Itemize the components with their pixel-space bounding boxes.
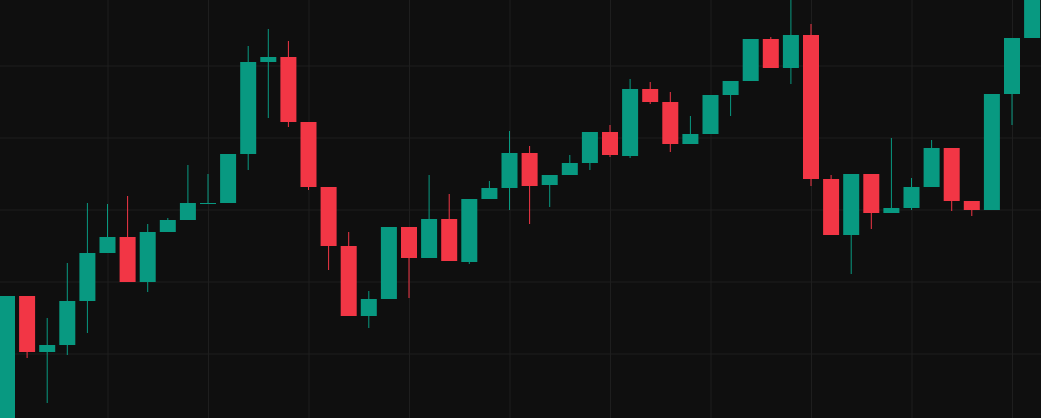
candle-body bbox=[159, 220, 176, 232]
candle-body bbox=[0, 296, 15, 418]
candle-body bbox=[179, 203, 196, 220]
candle-body bbox=[963, 201, 980, 210]
candle-body bbox=[139, 232, 156, 282]
candle-body bbox=[320, 187, 337, 246]
candle-body bbox=[782, 35, 799, 68]
candle-body bbox=[702, 95, 719, 134]
candle-body bbox=[260, 57, 277, 62]
candle-body bbox=[380, 227, 397, 299]
candle-body bbox=[360, 299, 377, 316]
candle-body bbox=[762, 39, 779, 68]
candle-body bbox=[883, 208, 900, 213]
candle-body bbox=[581, 132, 598, 163]
candle-body bbox=[300, 122, 317, 187]
candle-body bbox=[662, 102, 679, 144]
candle-body bbox=[19, 296, 36, 352]
candle-body bbox=[863, 174, 880, 213]
candle-body bbox=[843, 174, 860, 235]
candle-body bbox=[803, 35, 819, 179]
candle-body bbox=[622, 89, 639, 156]
candle-body bbox=[823, 179, 840, 235]
candle-body bbox=[481, 188, 498, 199]
candle-body bbox=[501, 153, 518, 188]
candle-body bbox=[200, 203, 216, 204]
candle-body bbox=[340, 246, 357, 316]
candle-body bbox=[541, 175, 558, 185]
candle-body bbox=[280, 57, 297, 122]
candle-body bbox=[722, 81, 739, 95]
candle-body bbox=[421, 219, 438, 258]
candle-body bbox=[642, 89, 659, 102]
candle-body bbox=[401, 227, 417, 258]
candle-body bbox=[923, 148, 940, 187]
candle-body bbox=[742, 39, 759, 81]
candle-body bbox=[39, 345, 56, 352]
candle-body bbox=[79, 253, 96, 301]
candle-body bbox=[59, 301, 76, 345]
candle-body bbox=[220, 154, 237, 203]
candle-body bbox=[943, 148, 960, 201]
candle-body bbox=[240, 62, 257, 154]
candle-body bbox=[1004, 38, 1020, 94]
candle-body bbox=[602, 132, 618, 155]
candle-body bbox=[441, 219, 458, 261]
candle-body bbox=[521, 153, 538, 186]
candle-body bbox=[1024, 0, 1041, 38]
candle-body bbox=[983, 94, 1000, 210]
candle-body bbox=[682, 134, 699, 144]
candle-body bbox=[119, 237, 136, 282]
candle-body bbox=[99, 237, 116, 253]
candle-body bbox=[461, 199, 478, 262]
candle-body bbox=[903, 187, 920, 208]
candle-body bbox=[561, 163, 578, 175]
